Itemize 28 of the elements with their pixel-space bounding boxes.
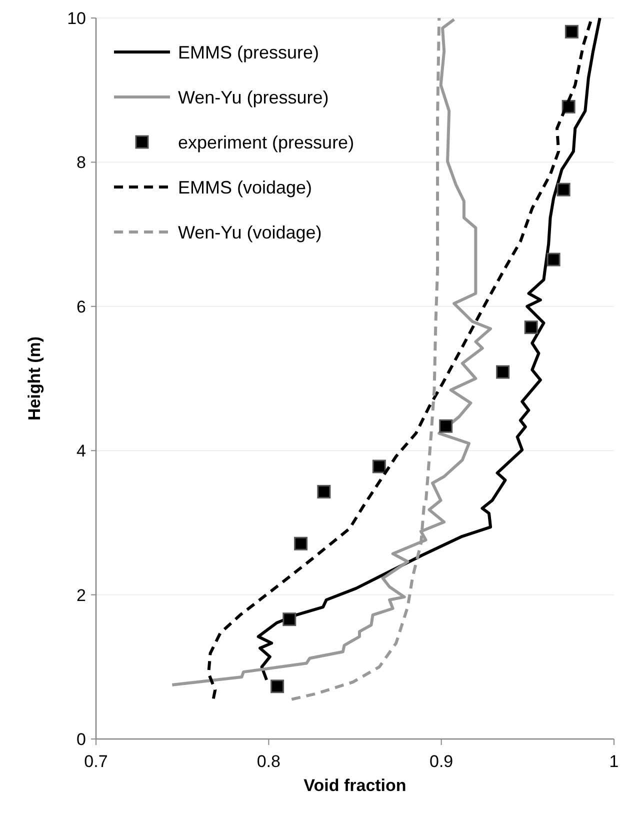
y-axis-title: Height (m) [25,336,44,421]
point [372,460,386,474]
point [556,182,570,196]
x-tick-label: 1 [609,752,619,771]
point [270,680,284,694]
point [496,365,510,379]
legend-label: EMMS (pressure) [178,42,320,62]
legend-label: EMMS (voidage) [178,177,312,198]
point [564,24,578,38]
point [282,612,296,626]
x-axis-title: Void fraction [304,776,406,795]
legend-label: Wen-Yu (voidage) [178,222,322,242]
legend-label: Wen-Yu (pressure) [178,87,329,108]
x-tick-label: 0.7 [84,752,108,771]
y-tick-label: 4 [76,442,86,461]
point [317,484,331,498]
point [524,320,538,334]
legend-label: experiment (pressure) [178,132,354,152]
y-tick-label: 10 [67,8,86,28]
x-tick-label: 0.8 [256,752,280,771]
y-tick-label: 0 [76,730,86,749]
point [546,252,560,266]
y-tick-label: 2 [76,586,86,605]
x-tick-label: 0.9 [430,752,454,771]
point [439,419,453,433]
y-tick-label: 8 [76,153,86,172]
point [294,536,308,550]
y-tick-label: 6 [76,297,86,316]
